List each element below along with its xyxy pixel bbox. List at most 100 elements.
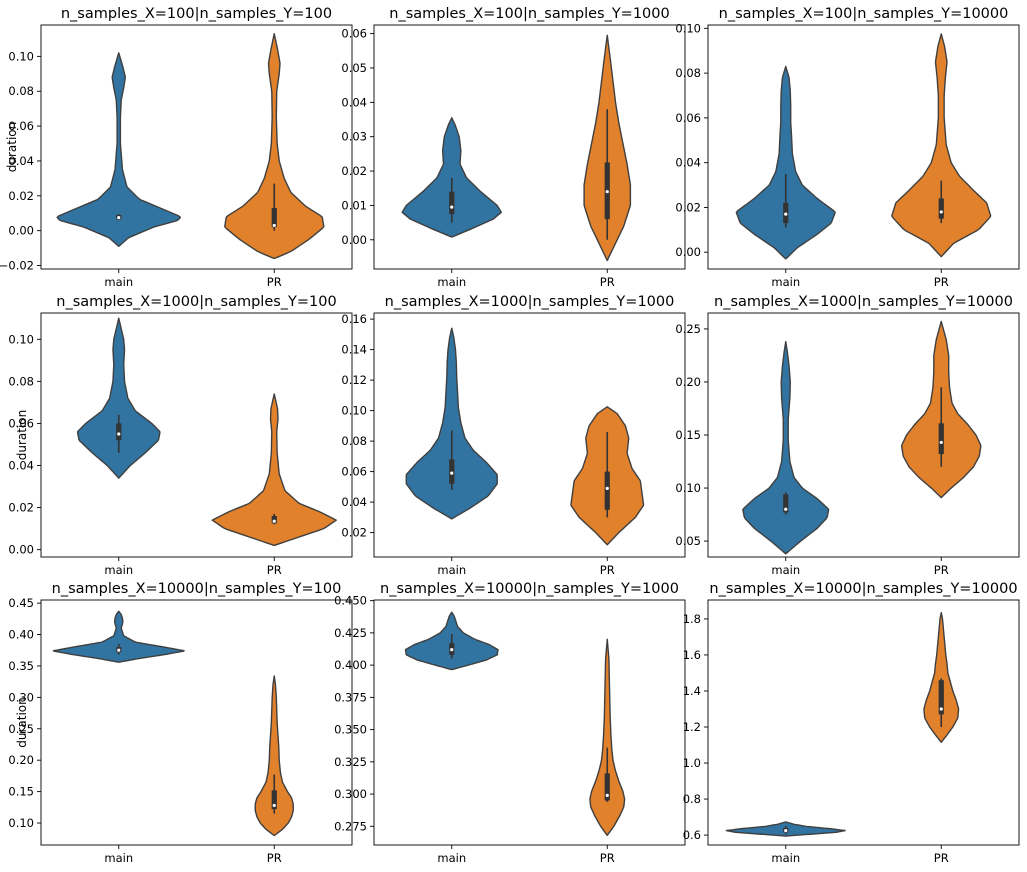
y-tick-label: 0.6 <box>683 828 701 842</box>
violin-PR <box>211 393 337 547</box>
y-tick-label: 0.02 <box>675 200 701 214</box>
y-tick-label: 0.25 <box>8 722 34 736</box>
y-tick-label: 0.06 <box>675 111 701 125</box>
subplot-6: 0.05 0.10 0.15 0.20 0.25 main PR n_samples_X=10… <box>675 294 1020 577</box>
y-tick-label: 0.375 <box>334 690 367 704</box>
median-marker-PR <box>605 486 609 490</box>
y-tick-label: 1.6 <box>683 648 701 662</box>
y-tick-label: 0.325 <box>334 755 367 769</box>
y-tick-label: 0.00 <box>675 245 701 259</box>
violin-PR <box>589 638 626 837</box>
median-marker-PR <box>939 440 943 445</box>
axes-frame <box>373 24 686 270</box>
y-tick-label: 0.04 <box>8 154 34 168</box>
median-marker-main <box>450 205 454 209</box>
violin-main <box>735 65 836 260</box>
axes-frame <box>373 599 686 846</box>
axes-frame <box>40 599 353 846</box>
y-tick-label: 1.4 <box>683 684 701 698</box>
y-tick-label: 0.02 <box>341 526 367 540</box>
median-marker-main <box>784 828 788 833</box>
subplot-3: 0.00 0.02 0.04 0.06 0.08 0.10 main PR n_samples_… <box>675 6 1020 289</box>
subplot-title: n_samples_X=100|n_samples_Y=1000 <box>389 6 669 22</box>
y-tick-label: 0.275 <box>334 819 367 833</box>
y-tick-label: 0.05 <box>341 61 367 75</box>
y-tick-label: 0.25 <box>675 322 701 336</box>
y-tick-label: 0.04 <box>675 156 701 170</box>
y-tick-label: 0.04 <box>341 95 367 109</box>
subplot-1: −0.02 0.00 0.02 0.04 0.06 0.08 0.10 main PR n_sam… <box>0 6 353 289</box>
x-tick-label: PR <box>600 275 615 289</box>
subplot-8: 0.275 0.300 0.325 0.350 0.375 0.400 0.425 0.450… <box>334 581 686 865</box>
y-tick-label: 1.8 <box>683 612 701 626</box>
x-tick-label: main <box>437 851 466 865</box>
y-tick-label: −0.02 <box>0 259 34 273</box>
y-tick-label: 0.10 <box>341 404 367 418</box>
y-tick-label: 0.10 <box>8 332 34 346</box>
y-tick-label: 0.45 <box>8 596 34 610</box>
iqr-box-PR <box>271 208 277 228</box>
median-marker-main <box>117 215 121 220</box>
y-tick-label: 0.06 <box>341 27 367 41</box>
y-tick-label: 0.04 <box>341 495 367 509</box>
y-tick-label: 0.00 <box>341 233 367 247</box>
x-tick-label: main <box>104 563 133 577</box>
y-tick-label: 0.02 <box>8 189 34 203</box>
median-marker-main <box>450 471 454 475</box>
x-tick-label: PR <box>267 563 282 577</box>
y-tick-label: 0.16 <box>341 312 367 326</box>
y-tick-label: 0.02 <box>341 164 367 178</box>
axes-frame <box>373 312 686 558</box>
x-tick-label: main <box>104 851 133 865</box>
violin-PR <box>254 675 294 837</box>
iqr-box-main <box>783 494 789 513</box>
iqr-box-PR <box>938 423 944 455</box>
median-marker-main <box>117 432 121 436</box>
violin-PR <box>891 33 992 258</box>
y-tick-label: 0.40 <box>8 628 34 642</box>
y-tick-label: 0.35 <box>8 659 34 673</box>
y-tick-label: 0.08 <box>341 434 367 448</box>
y-tick-label: 0.12 <box>341 373 367 387</box>
iqr-box-main <box>116 423 122 441</box>
violin-PR <box>224 33 325 260</box>
y-tick-label: 0.06 <box>8 416 34 430</box>
y-tick-label: 0.04 <box>8 459 34 473</box>
x-tick-label: PR <box>267 275 282 289</box>
y-tick-label: 0.350 <box>334 723 367 737</box>
y-axis-label: duration <box>15 697 29 748</box>
y-tick-label: 0.03 <box>341 130 367 144</box>
subplot-title: n_samples_X=1000|n_samples_Y=1000 <box>385 294 675 310</box>
iqr-box-main <box>449 191 455 215</box>
y-tick-label: 0.10 <box>675 21 701 35</box>
x-tick-label: main <box>771 275 800 289</box>
median-marker-PR <box>605 793 609 797</box>
median-marker-PR <box>939 707 943 711</box>
y-tick-label: 0.08 <box>8 84 34 98</box>
y-tick-label: 0.14 <box>341 343 367 357</box>
y-tick-label: 0.00 <box>8 224 34 238</box>
median-marker-main <box>784 212 788 216</box>
axes-frame <box>707 24 1020 270</box>
y-tick-label: 0.06 <box>341 465 367 479</box>
y-tick-label: 1.2 <box>683 720 701 734</box>
subplot-title: n_samples_X=100|n_samples_Y=10000 <box>719 6 1009 22</box>
y-tick-label: 0.20 <box>8 753 34 767</box>
y-tick-label: 0.01 <box>341 198 367 212</box>
iqr-box-PR <box>938 198 944 219</box>
subplot-title: n_samples_X=10000|n_samples_Y=100 <box>52 581 342 597</box>
violin-main <box>76 317 161 479</box>
y-axis-label: duration <box>5 122 19 173</box>
median-marker-PR <box>605 190 609 194</box>
median-marker-main <box>784 507 788 511</box>
violin-main <box>56 52 182 248</box>
x-tick-label: PR <box>267 851 282 865</box>
y-tick-label: 0.08 <box>8 374 34 388</box>
y-tick-label: 0.20 <box>675 375 701 389</box>
median-marker-main <box>450 648 454 652</box>
subplot-4: 0.00 0.02 0.04 0.06 0.08 0.10 main PR n_samples_… <box>8 294 353 577</box>
y-tick-label: 0.02 <box>8 501 34 515</box>
median-marker-main <box>117 648 121 652</box>
y-tick-label: 0.450 <box>334 594 367 608</box>
subplot-2: 0.00 0.01 0.02 0.03 0.04 0.05 0.06 main PR n_samp… <box>341 6 686 289</box>
